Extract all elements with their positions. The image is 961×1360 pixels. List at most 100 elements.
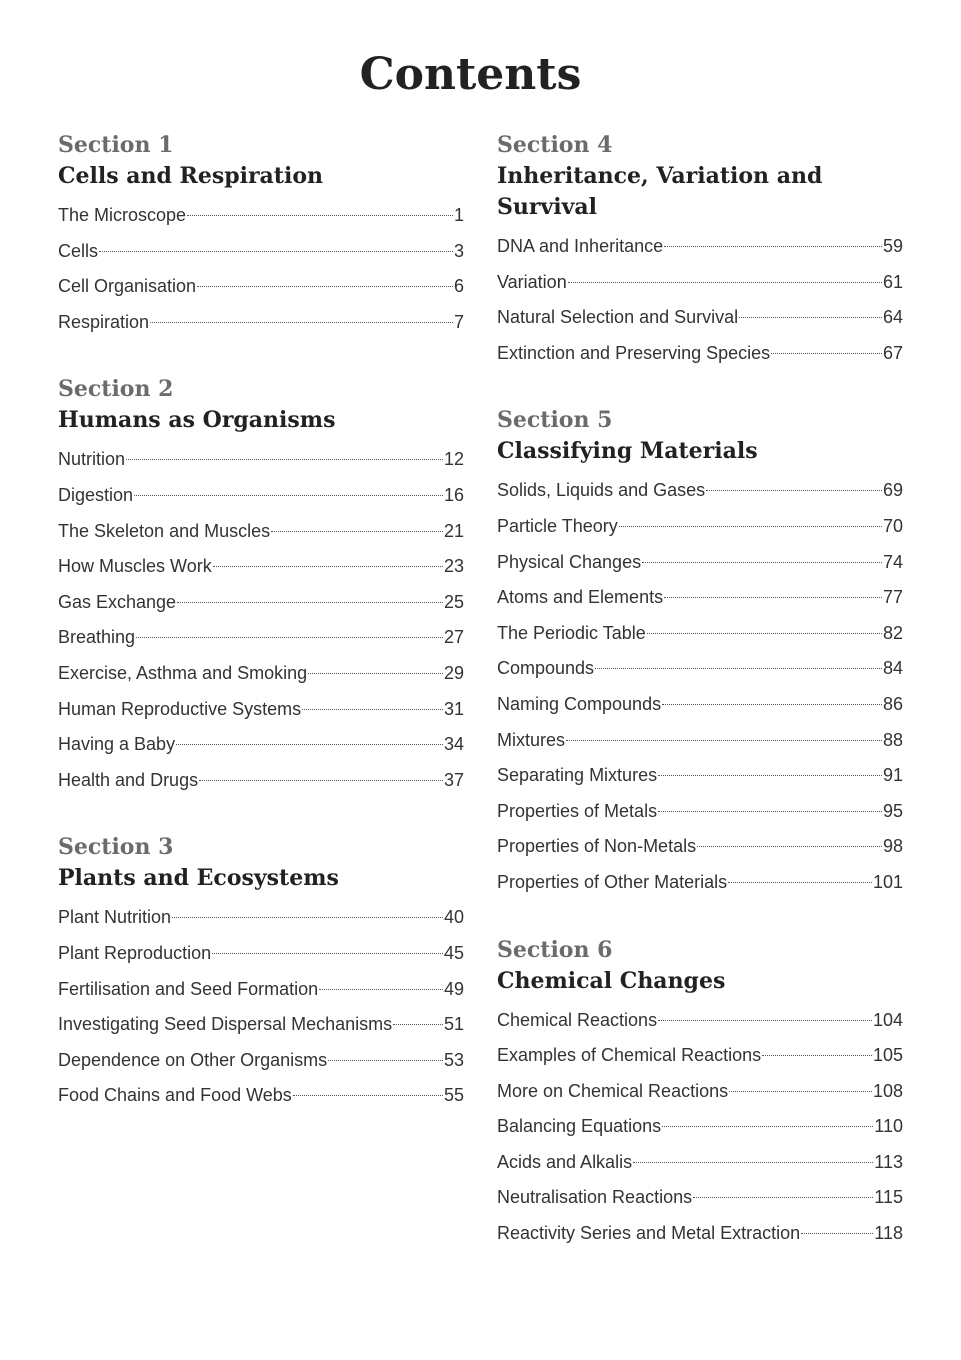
toc-entry[interactable]: Atoms and Elements 77 — [497, 580, 903, 616]
section-title: Classifying Materials — [497, 438, 758, 465]
toc-entry[interactable]: Solids, Liquids and Gases 69 — [497, 473, 903, 509]
entry-name: Respiration — [58, 311, 150, 332]
entry-page-number: 69 — [882, 480, 903, 501]
toc-entry[interactable]: Extinction and Preserving Species 67 — [497, 336, 903, 372]
entry-name: DNA and Inheritance — [497, 236, 664, 256]
toc-entries: Chemical Reactions 104 Examples of Chemica… — [497, 1003, 903, 1252]
dot-leader — [662, 1126, 874, 1128]
toc-entry[interactable]: Dependence on Other Organisms 53 — [58, 1043, 464, 1079]
toc-entry[interactable]: Digestion 16 — [58, 478, 464, 514]
section-label: Section 4 — [497, 132, 613, 158]
dot-leader — [697, 846, 882, 848]
entry-name: Health and Drugs — [58, 769, 199, 790]
toc-entry[interactable]: Breathing 27 — [58, 620, 464, 656]
toc-entry[interactable]: Properties of Non-Metals 98 — [497, 829, 903, 865]
toc-entry[interactable]: Plant Reproduction 45 — [58, 936, 464, 972]
entry-page-number: 12 — [443, 449, 464, 470]
toc-entry[interactable]: Having a Baby 34 — [58, 727, 464, 763]
toc-entry[interactable]: Examples of Chemical Reactions 105 — [497, 1038, 903, 1074]
entry-name: Cells — [58, 240, 99, 261]
toc-entry[interactable]: Acids and Alkalis 113 — [497, 1145, 903, 1181]
entry-page-number: 74 — [882, 551, 903, 572]
dot-leader — [739, 317, 882, 319]
toc-entry[interactable]: Fertilisation and Seed Formation 49 — [58, 972, 464, 1008]
toc-entry[interactable]: Investigating Seed Dispersal Mechanisms 5… — [58, 1007, 464, 1043]
section-title: Humans as Organisms — [58, 407, 336, 434]
toc-entry[interactable]: Respiration 7 — [58, 305, 464, 341]
entry-name: Food Chains and Food Webs — [58, 1085, 292, 1106]
toc-entry[interactable]: More on Chemical Reactions 108 — [497, 1074, 903, 1110]
toc-entry[interactable]: Particle Theory 70 — [497, 509, 903, 545]
toc-section: Section 3 Plants and Ecosystems Plant Nutr… — [58, 832, 464, 1114]
toc-entry[interactable]: Chemical Reactions 104 — [497, 1003, 903, 1039]
section-label: Section 6 — [497, 936, 613, 963]
toc-entry[interactable]: Plant Nutrition 40 — [58, 900, 464, 936]
dot-leader — [706, 490, 882, 492]
dot-leader — [642, 561, 882, 563]
entry-name: Reactivity Series and Metal Extraction — [497, 1223, 801, 1244]
toc-entry[interactable]: The Periodic Table 82 — [497, 616, 903, 652]
toc-entry[interactable]: DNA and Inheritance 59 — [497, 229, 903, 265]
toc-entry[interactable]: Balancing Equations 110 — [497, 1109, 903, 1145]
entry-page-number: 70 — [882, 515, 903, 536]
toc-entry[interactable]: Properties of Metals 95 — [497, 794, 903, 830]
section-label: Section 1 — [58, 132, 174, 158]
entry-name: Gas Exchange — [58, 591, 177, 612]
dot-leader — [176, 744, 443, 746]
toc-entries: Plant Nutrition 40 Plant Reproduction 45 Fer… — [58, 900, 464, 1114]
section-title: Inheritance, Variation and Survival — [497, 163, 823, 220]
dot-leader — [762, 1055, 872, 1057]
toc-section: Section 4 Inheritance, Variation and Surv… — [497, 130, 903, 371]
toc-section: Section 5 Classifying Materials Solids, Li… — [497, 405, 903, 900]
page-title: Contents — [359, 49, 582, 100]
toc-entry[interactable]: Human Reproductive Systems 31 — [58, 692, 464, 728]
toc-entry[interactable]: Neutralisation Reactions 115 — [497, 1180, 903, 1216]
toc-entry[interactable]: Health and Drugs 37 — [58, 763, 464, 799]
toc-entry[interactable]: Exercise, Asthma and Smoking 29 — [58, 656, 464, 692]
entry-page-number: 84 — [882, 658, 903, 679]
section-title: Plants and Ecosystems — [58, 865, 339, 892]
toc-entry[interactable]: Cells 3 — [58, 234, 464, 270]
toc-entry[interactable]: Natural Selection and Survival 64 — [497, 300, 903, 336]
entry-name: Investigating Seed Dispersal Mechanisms — [58, 1014, 393, 1035]
toc-entry[interactable]: Physical Changes 74 — [497, 545, 903, 581]
section-label: Section 2 — [58, 376, 174, 403]
toc-section: Section 2 Humans as Organisms Nutrition 12 D… — [58, 374, 464, 798]
toc-entry[interactable]: Naming Compounds 86 — [497, 687, 903, 723]
entry-name: Properties of Metals — [497, 800, 658, 821]
entry-page-number: 34 — [443, 734, 464, 755]
entry-name: Extinction and Preserving Species — [497, 342, 771, 363]
toc-entry[interactable]: Compounds 84 — [497, 651, 903, 687]
entry-page-number: 105 — [872, 1045, 903, 1066]
toc-entry[interactable]: Gas Exchange 25 — [58, 585, 464, 621]
toc-entry[interactable]: The Microscope 1 — [58, 198, 464, 234]
dot-leader — [199, 779, 443, 781]
dot-leader — [664, 246, 882, 247]
toc-entry[interactable]: Separating Mixtures 91 — [497, 758, 903, 794]
toc-entry[interactable]: Nutrition 12 — [58, 442, 464, 478]
dot-leader — [136, 637, 443, 639]
toc-entry[interactable]: Variation 61 — [497, 265, 903, 301]
entry-name: Separating Mixtures — [497, 765, 658, 786]
toc-entry[interactable]: Mixtures 88 — [497, 723, 903, 759]
dot-leader — [126, 459, 443, 461]
toc-entry[interactable]: Food Chains and Food Webs 55 — [58, 1078, 464, 1114]
entry-name: Particle Theory — [497, 515, 618, 536]
entry-page-number: 45 — [443, 942, 464, 963]
entry-name: Chemical Reactions — [497, 1009, 658, 1030]
entry-name: Breathing — [58, 627, 136, 648]
toc-entry[interactable]: Properties of Other Materials 101 — [497, 865, 903, 901]
entry-name: Mixtures — [497, 729, 566, 750]
toc-entry[interactable]: Cell Organisation 6 — [58, 269, 464, 305]
entry-page-number: 104 — [872, 1009, 903, 1030]
entry-page-number: 77 — [882, 587, 903, 608]
entry-page-number: 3 — [453, 240, 464, 261]
toc-entry[interactable]: The Skeleton and Muscles 21 — [58, 514, 464, 550]
toc-entry[interactable]: How Muscles Work 23 — [58, 549, 464, 585]
toc-entry[interactable]: Reactivity Series and Metal Extraction 11… — [497, 1216, 903, 1252]
entry-name: Digestion — [58, 484, 134, 505]
entry-page-number: 113 — [874, 1151, 903, 1172]
dot-leader — [693, 1197, 874, 1199]
dot-leader — [393, 1024, 443, 1026]
entry-page-number: 27 — [443, 627, 464, 648]
